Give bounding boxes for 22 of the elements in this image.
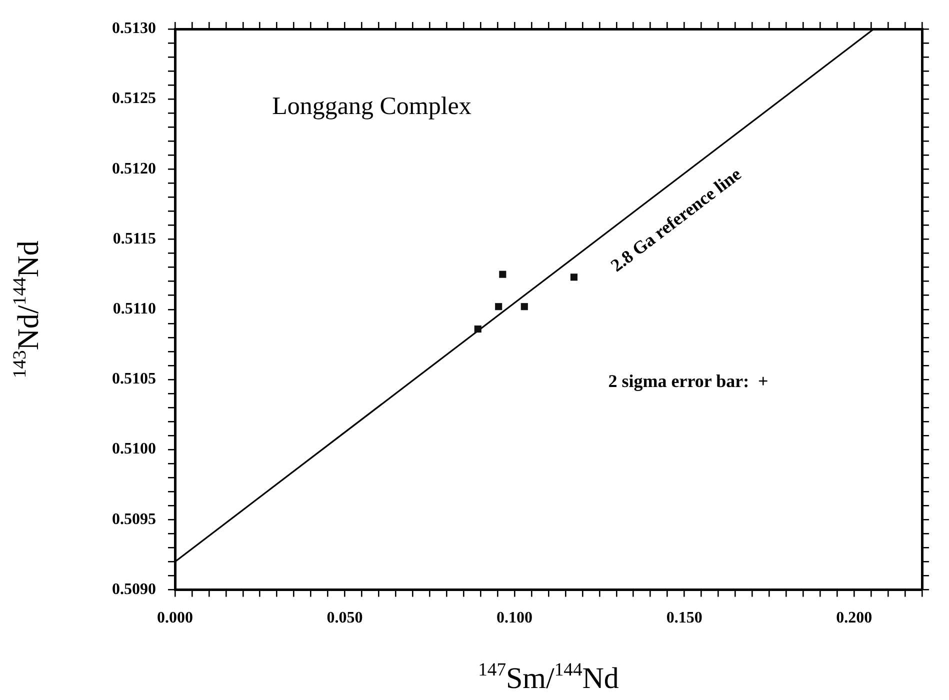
y-tick-label: 0.5090 [112,580,156,598]
point [520,303,528,310]
y-tick-label: 0.5100 [112,440,156,458]
y-tick-label: 0.5120 [112,160,156,178]
y-tick-label: 0.5095 [112,510,156,528]
y-tick-label: 0.5115 [112,230,156,248]
annotation: 2 sigma error bar: + [608,370,768,391]
point [499,270,506,278]
x-tick-label: 0.150 [666,610,702,627]
x-tick-label: 0.200 [836,610,872,627]
annotation: Longgang Complex [272,93,472,120]
x-tick-label: 0.100 [496,610,533,627]
x-tick-label: 0.050 [326,610,363,627]
y-tick-label: 0.5105 [112,370,156,388]
y-tick-label: 0.5110 [112,300,156,318]
x-tick-label: 0.000 [157,610,193,627]
point [474,325,482,333]
y-tick-label: 0.5130 [112,20,156,38]
point [570,274,578,281]
y-tick-label: 0.5125 [112,90,156,108]
point [495,303,502,310]
y-axis-title: 143Nd/144Nd [9,240,45,378]
